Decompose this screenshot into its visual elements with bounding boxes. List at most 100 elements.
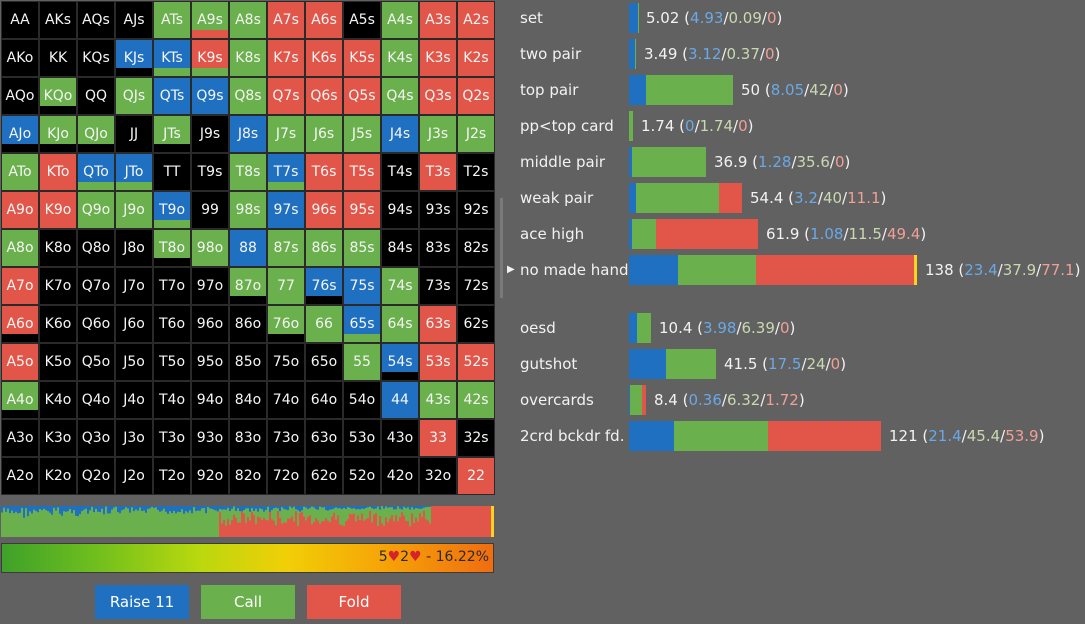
hand-cell-T8o[interactable]: T8o bbox=[153, 229, 191, 267]
hand-cell-T7s[interactable]: T7s bbox=[267, 153, 305, 191]
hand-cell-22[interactable]: 22 bbox=[457, 457, 495, 495]
hand-cell-T9s[interactable]: T9s bbox=[191, 153, 229, 191]
hand-cell-75o[interactable]: 75o bbox=[267, 343, 305, 381]
hand-cell-Q8s[interactable]: Q8s bbox=[229, 77, 267, 115]
hand-cell-K9s[interactable]: K9s bbox=[191, 39, 229, 77]
category-strategy-bar[interactable] bbox=[629, 313, 651, 343]
call-button[interactable]: Call bbox=[201, 585, 295, 619]
hand-cell-ATs[interactable]: ATs bbox=[153, 1, 191, 39]
hand-cell-K6s[interactable]: K6s bbox=[305, 39, 343, 77]
hand-cell-K8s[interactable]: K8s bbox=[229, 39, 267, 77]
category-strategy-bar[interactable] bbox=[629, 219, 758, 249]
hand-cell-Q3o[interactable]: Q3o bbox=[77, 419, 115, 457]
hand-cell-55[interactable]: 55 bbox=[343, 343, 381, 381]
hand-cell-J8s[interactable]: J8s bbox=[229, 115, 267, 153]
hand-cell-J4s[interactable]: J4s bbox=[381, 115, 419, 153]
hand-cell-TT[interactable]: TT bbox=[153, 153, 191, 191]
hand-cell-85o[interactable]: 85o bbox=[229, 343, 267, 381]
hand-cell-66[interactable]: 66 bbox=[305, 305, 343, 343]
hand-cell-K6o[interactable]: K6o bbox=[39, 305, 77, 343]
hand-cell-T6s[interactable]: T6s bbox=[305, 153, 343, 191]
hand-cell-82o[interactable]: 82o bbox=[229, 457, 267, 495]
hand-cell-A9o[interactable]: A9o bbox=[1, 191, 39, 229]
hand-cell-52s[interactable]: 52s bbox=[457, 343, 495, 381]
hand-cell-A9s[interactable]: A9s bbox=[191, 1, 229, 39]
hand-cell-83o[interactable]: 83o bbox=[229, 419, 267, 457]
category-label[interactable]: middle pair bbox=[520, 153, 606, 171]
hand-cell-74s[interactable]: 74s bbox=[381, 267, 419, 305]
hand-cell-76s[interactable]: 76s bbox=[305, 267, 343, 305]
hand-cell-Q2o[interactable]: Q2o bbox=[77, 457, 115, 495]
category-label[interactable]: top pair bbox=[520, 81, 579, 99]
hand-cell-QTo[interactable]: QTo bbox=[77, 153, 115, 191]
hand-cell-32o[interactable]: 32o bbox=[419, 457, 457, 495]
category-strategy-bar[interactable] bbox=[629, 147, 706, 177]
category-strategy-bar[interactable] bbox=[629, 111, 633, 141]
hand-cell-65o[interactable]: 65o bbox=[305, 343, 343, 381]
hand-cell-97o[interactable]: 97o bbox=[191, 267, 229, 305]
hand-cell-53o[interactable]: 53o bbox=[343, 419, 381, 457]
category-label[interactable]: weak pair bbox=[520, 189, 594, 207]
hand-cell-65s[interactable]: 65s bbox=[343, 305, 381, 343]
hand-cell-T7o[interactable]: T7o bbox=[153, 267, 191, 305]
hand-cell-72s[interactable]: 72s bbox=[457, 267, 495, 305]
hand-cell-A4o[interactable]: A4o bbox=[1, 381, 39, 419]
hand-cell-KTo[interactable]: KTo bbox=[39, 153, 77, 191]
hand-cell-T5o[interactable]: T5o bbox=[153, 343, 191, 381]
hand-cell-K7s[interactable]: K7s bbox=[267, 39, 305, 77]
hand-cell-43s[interactable]: 43s bbox=[419, 381, 457, 419]
hand-cell-K4s[interactable]: K4s bbox=[381, 39, 419, 77]
hand-cell-J2s[interactable]: J2s bbox=[457, 115, 495, 153]
hand-cell-94o[interactable]: 94o bbox=[191, 381, 229, 419]
category-strategy-bar[interactable] bbox=[629, 385, 646, 415]
hand-cell-42o[interactable]: 42o bbox=[381, 457, 419, 495]
hand-cell-A8o[interactable]: A8o bbox=[1, 229, 39, 267]
hand-cell-93s[interactable]: 93s bbox=[419, 191, 457, 229]
hand-cell-AJo[interactable]: AJo bbox=[1, 115, 39, 153]
hand-cell-K7o[interactable]: K7o bbox=[39, 267, 77, 305]
hand-cell-86o[interactable]: 86o bbox=[229, 305, 267, 343]
hand-cell-J7s[interactable]: J7s bbox=[267, 115, 305, 153]
hand-cell-Q4s[interactable]: Q4s bbox=[381, 77, 419, 115]
hand-cell-KQs[interactable]: KQs bbox=[77, 39, 115, 77]
hand-cell-AJs[interactable]: AJs bbox=[115, 1, 153, 39]
hand-cell-T6o[interactable]: T6o bbox=[153, 305, 191, 343]
hand-cell-T4s[interactable]: T4s bbox=[381, 153, 419, 191]
hand-cell-85s[interactable]: 85s bbox=[343, 229, 381, 267]
hand-cell-A3s[interactable]: A3s bbox=[419, 1, 457, 39]
hand-cell-96o[interactable]: 96o bbox=[191, 305, 229, 343]
hand-cell-AA[interactable]: AA bbox=[1, 1, 39, 39]
hand-cell-KK[interactable]: KK bbox=[39, 39, 77, 77]
hand-cell-Q7o[interactable]: Q7o bbox=[77, 267, 115, 305]
hand-cell-AQo[interactable]: AQo bbox=[1, 77, 39, 115]
fold-button[interactable]: Fold bbox=[307, 585, 401, 619]
hand-cell-K3o[interactable]: K3o bbox=[39, 419, 77, 457]
category-strategy-bar[interactable] bbox=[629, 349, 716, 379]
category-label[interactable]: set bbox=[520, 9, 543, 27]
hand-cell-Q9s[interactable]: Q9s bbox=[191, 77, 229, 115]
hand-cell-K2o[interactable]: K2o bbox=[39, 457, 77, 495]
hand-cell-T3o[interactable]: T3o bbox=[153, 419, 191, 457]
category-label[interactable]: ace high bbox=[520, 225, 585, 243]
hand-cell-32s[interactable]: 32s bbox=[457, 419, 495, 457]
hand-cell-AKo[interactable]: AKo bbox=[1, 39, 39, 77]
hand-cell-T5s[interactable]: T5s bbox=[343, 153, 381, 191]
category-strategy-bar[interactable] bbox=[629, 183, 742, 213]
hand-cell-64o[interactable]: 64o bbox=[305, 381, 343, 419]
hand-cell-42s[interactable]: 42s bbox=[457, 381, 495, 419]
hand-cell-J2o[interactable]: J2o bbox=[115, 457, 153, 495]
hand-cell-K9o[interactable]: K9o bbox=[39, 191, 77, 229]
hand-cell-82s[interactable]: 82s bbox=[457, 229, 495, 267]
category-label[interactable]: oesd bbox=[520, 319, 556, 337]
category-strategy-bar[interactable] bbox=[629, 255, 917, 285]
hand-cell-JJ[interactable]: JJ bbox=[115, 115, 153, 153]
hand-cell-84o[interactable]: 84o bbox=[229, 381, 267, 419]
hand-cell-AQs[interactable]: AQs bbox=[77, 1, 115, 39]
hand-cell-KQo[interactable]: KQo bbox=[39, 77, 77, 115]
hand-cell-A3o[interactable]: A3o bbox=[1, 419, 39, 457]
hand-cell-44[interactable]: 44 bbox=[381, 381, 419, 419]
hand-cell-88[interactable]: 88 bbox=[229, 229, 267, 267]
hand-cell-K5o[interactable]: K5o bbox=[39, 343, 77, 381]
hand-cell-J8o[interactable]: J8o bbox=[115, 229, 153, 267]
hand-cell-62s[interactable]: 62s bbox=[457, 305, 495, 343]
